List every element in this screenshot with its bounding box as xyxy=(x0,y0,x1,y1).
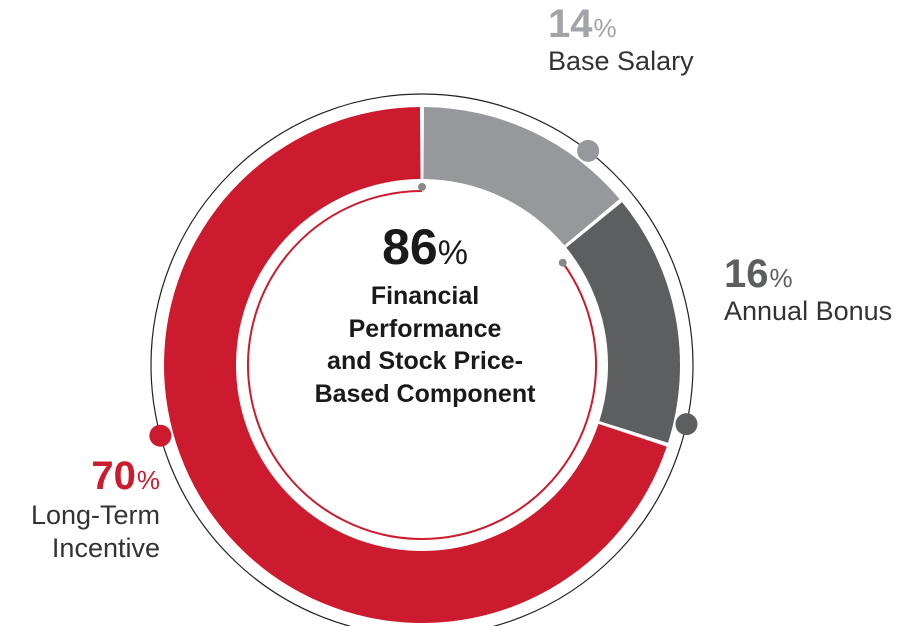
base-salary-percent-sign: % xyxy=(593,13,617,43)
center-value: 86 xyxy=(382,219,438,275)
slice-base-salary xyxy=(423,107,620,246)
annual-bonus-percent-sign: % xyxy=(769,263,793,293)
outer-ring xyxy=(150,93,694,626)
long-term-name-line1: Long-Term xyxy=(30,500,160,530)
center-description: Financial Performance and Stock Price- B… xyxy=(270,280,580,410)
annual-bonus-name: Annual Bonus xyxy=(724,296,893,326)
base-salary-label: 14% Base Salary xyxy=(548,4,694,75)
long-term-percent-sign: % xyxy=(136,465,160,495)
annual-bonus-percent: 16% xyxy=(724,254,892,294)
center-text-line-3: and Stock Price- xyxy=(327,347,523,375)
center-label: 86% Financial Performance and Stock Pric… xyxy=(270,222,580,410)
base-salary-marker-dot xyxy=(577,139,600,162)
long-term-value: 70 xyxy=(91,454,136,498)
base-salary-percent: 14% xyxy=(548,4,694,44)
long-term-percent: 70% xyxy=(0,456,160,496)
slice-annual-bonus xyxy=(566,202,680,443)
base-salary-name: Base Salary xyxy=(548,46,694,76)
center-percent: 86% xyxy=(270,222,580,272)
annual-bonus-value: 16 xyxy=(724,252,769,296)
long-term-label: 70% Long-Term Incentive xyxy=(0,456,160,562)
long-term-marker-dot xyxy=(149,424,172,447)
annual-bonus-label: 16% Annual Bonus xyxy=(724,254,892,325)
annual-bonus-marker-dot xyxy=(675,413,698,436)
inner-arc-end-dot xyxy=(418,183,426,191)
center-text-line-1: Financial xyxy=(370,282,480,310)
center-text-line-4: Based Component xyxy=(314,379,536,408)
long-term-name-line2: Incentive xyxy=(51,533,160,563)
center-percent-sign: % xyxy=(437,234,468,272)
inner-arc xyxy=(247,190,597,540)
center-text-line-2: Performance xyxy=(348,314,502,343)
inner-arc-start-dot xyxy=(558,258,567,267)
base-salary-value: 14 xyxy=(548,2,593,46)
